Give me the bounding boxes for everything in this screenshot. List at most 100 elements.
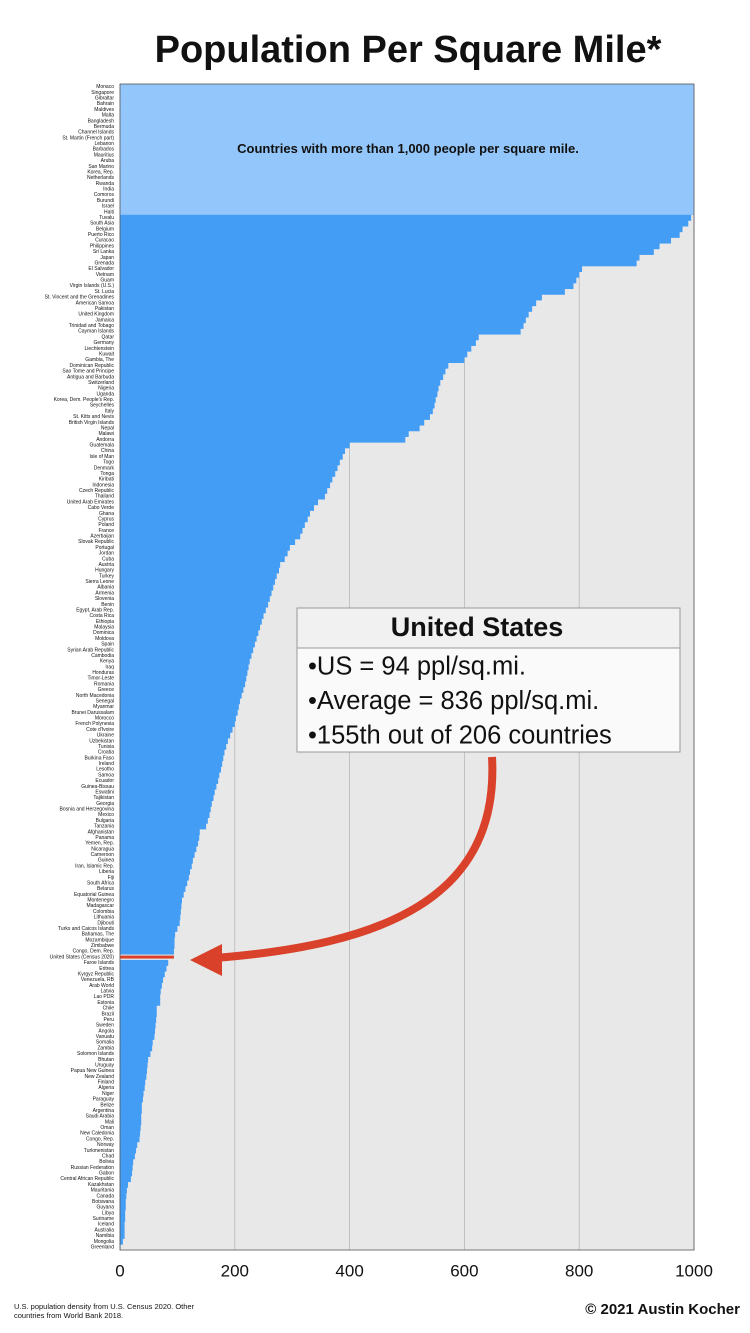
bar xyxy=(120,1011,157,1018)
category-label: India xyxy=(103,187,114,193)
category-label: Ethiopia xyxy=(96,619,114,625)
bar xyxy=(120,95,694,102)
category-label: United Kingdom xyxy=(78,312,114,318)
category-label: Qatar xyxy=(101,334,114,340)
bar xyxy=(120,1045,153,1052)
category-label: Denmark xyxy=(94,465,115,471)
category-label: Israel xyxy=(102,204,114,210)
bar xyxy=(120,1096,143,1103)
bar xyxy=(120,1158,134,1165)
category-label: Brazil xyxy=(101,1011,114,1017)
category-label: Guatemala xyxy=(90,443,115,449)
bar xyxy=(120,339,476,346)
category-label: Latvia xyxy=(101,989,115,995)
category-label: Bosnia and Herzegovina xyxy=(60,807,115,813)
category-label: Virgin Islands (U.S.) xyxy=(70,283,115,289)
category-label: Jamaica xyxy=(95,317,114,323)
category-label: Trinidad and Tobago xyxy=(69,323,115,329)
category-label: Dominican Republic xyxy=(70,363,115,369)
bar xyxy=(120,732,231,739)
category-label: Papua New Guinea xyxy=(71,1068,115,1074)
category-label: Curacao xyxy=(95,238,114,244)
category-label: Costa Rica xyxy=(90,613,115,619)
bar xyxy=(120,294,542,301)
category-label: Uganda xyxy=(96,391,114,397)
bar xyxy=(120,163,694,170)
category-label: Finland xyxy=(98,1080,115,1086)
bar xyxy=(120,925,178,932)
bar xyxy=(120,556,285,563)
category-label: New Caledonia xyxy=(80,1131,114,1137)
bar xyxy=(120,1221,125,1228)
category-label: Colombia xyxy=(93,909,114,915)
category-label: Guinea-Bissau xyxy=(81,784,114,790)
category-label: Kazakhstan xyxy=(88,1182,114,1188)
bar xyxy=(120,584,274,591)
category-label: Belgium xyxy=(96,226,114,232)
bar xyxy=(120,277,577,284)
category-label: Bermuda xyxy=(94,124,115,130)
category-label: United Arab Emirates xyxy=(67,499,115,505)
category-label: Mauritius xyxy=(94,152,115,158)
bar xyxy=(120,169,694,176)
category-label: Tunisia xyxy=(98,744,114,750)
category-label: Brunei Darussalam xyxy=(71,710,114,716)
bar xyxy=(120,476,333,483)
bar xyxy=(120,874,189,881)
category-label: Cabo Verde xyxy=(88,505,115,511)
bar xyxy=(120,965,167,972)
bar xyxy=(120,448,346,455)
bar xyxy=(120,846,197,853)
bar xyxy=(120,1033,155,1040)
bar xyxy=(120,146,694,153)
category-label: San Marino xyxy=(88,164,114,170)
bar xyxy=(120,101,694,108)
category-label: Peru xyxy=(103,1017,114,1023)
bar xyxy=(120,374,444,381)
bar xyxy=(120,192,694,199)
bar xyxy=(120,1073,147,1080)
bar xyxy=(120,777,219,784)
bar xyxy=(120,982,162,989)
category-label: Australia xyxy=(95,1227,115,1233)
bar xyxy=(120,1016,157,1023)
category-label: Pakistan xyxy=(95,306,114,312)
category-label: Azerbaijan xyxy=(90,534,114,540)
footnote: countries from World Bank 2018. xyxy=(14,1311,123,1320)
bar xyxy=(120,271,580,278)
category-label: Zambia xyxy=(97,1045,114,1051)
category-label: Ireland xyxy=(99,761,115,767)
bar xyxy=(120,942,175,949)
category-label: Rwanda xyxy=(96,181,115,187)
bar xyxy=(120,1050,151,1057)
bar xyxy=(120,317,526,324)
bar xyxy=(120,760,223,767)
category-label: Puerto Rico xyxy=(88,232,114,238)
bar xyxy=(120,1022,156,1029)
bar xyxy=(120,357,465,364)
bar xyxy=(120,999,161,1006)
category-label: Madagascar xyxy=(86,903,114,909)
bar xyxy=(120,396,436,403)
category-label: Bahrain xyxy=(97,101,114,107)
category-label: Syrian Arab Republic xyxy=(67,647,114,653)
callout-line: •US = 94 ppl/sq.mi. xyxy=(308,653,526,681)
category-label: Nepal xyxy=(101,425,114,431)
bar xyxy=(120,180,694,187)
category-label: Grenada xyxy=(95,260,115,266)
bar xyxy=(120,1039,153,1046)
bar xyxy=(120,362,449,369)
bar xyxy=(120,465,338,472)
category-label: Samoa xyxy=(98,772,114,778)
category-label: Zimbabwe xyxy=(91,943,114,949)
arrow-head xyxy=(190,944,222,976)
x-tick-label: 600 xyxy=(450,1261,478,1280)
bar xyxy=(120,305,533,312)
bar xyxy=(120,721,235,728)
category-label: Romania xyxy=(94,681,114,687)
category-label: France xyxy=(98,528,114,534)
category-label: Fiji xyxy=(108,875,114,881)
bar xyxy=(120,539,296,546)
bar xyxy=(120,800,212,807)
category-label: Estonia xyxy=(97,1000,114,1006)
